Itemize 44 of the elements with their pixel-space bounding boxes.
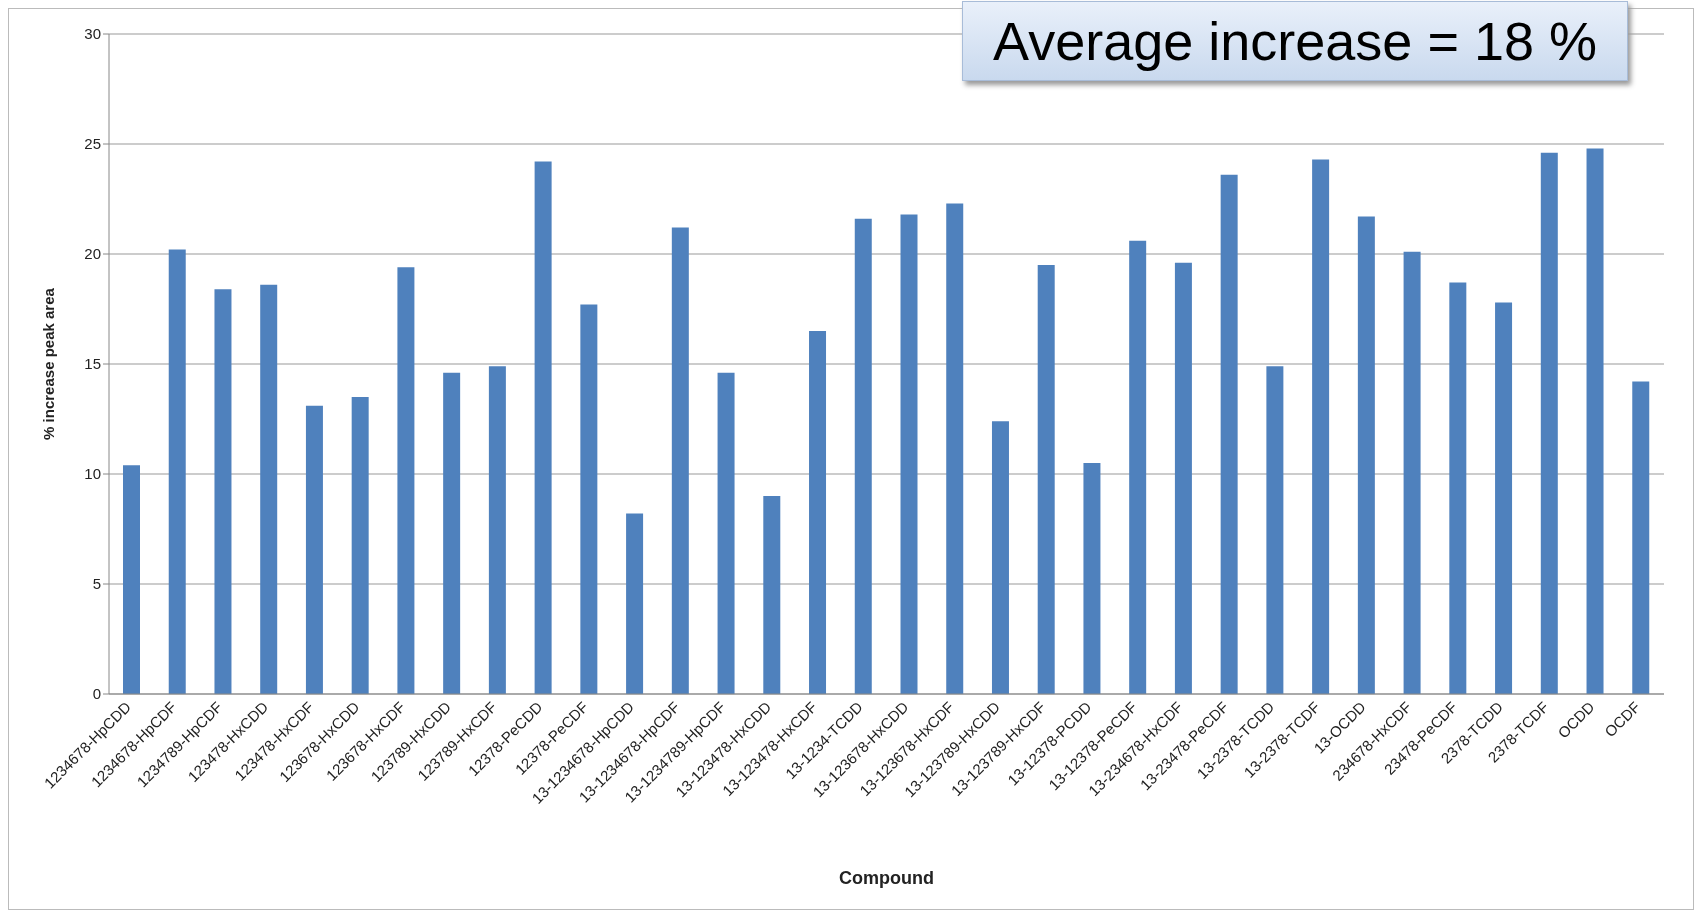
- bar: [1083, 463, 1101, 694]
- bar: [1403, 251, 1421, 694]
- y-tick-label: 30: [84, 25, 101, 43]
- bar: [351, 397, 369, 694]
- bar: [854, 218, 872, 694]
- bar: [443, 372, 461, 694]
- bar: [1586, 148, 1604, 694]
- bar: [717, 372, 735, 694]
- bar: [305, 405, 323, 694]
- bar: [1174, 262, 1192, 694]
- bar: [260, 284, 278, 694]
- annotation: Average increase = 18 %: [962, 1, 1628, 81]
- y-tick-label: 10: [84, 465, 101, 483]
- bar: [580, 304, 598, 694]
- y-axis-title: % increase peak area: [40, 287, 58, 440]
- bar: [626, 513, 644, 694]
- bar: [1449, 282, 1467, 694]
- bar: [1266, 366, 1284, 694]
- bar: [946, 203, 964, 694]
- bar: [1220, 174, 1238, 694]
- bar: [1495, 302, 1513, 694]
- bar: [900, 214, 918, 694]
- bar: [1312, 159, 1330, 694]
- bar: [534, 161, 552, 694]
- bar: [123, 465, 140, 694]
- y-tick-label: 25: [84, 135, 101, 153]
- bar: [671, 227, 689, 694]
- bar: [1632, 381, 1650, 694]
- bar: [168, 249, 186, 694]
- bar: [1129, 240, 1147, 694]
- bar: [488, 366, 506, 694]
- y-tick-label: 0: [92, 685, 101, 703]
- bar: [991, 421, 1009, 694]
- bar: [1037, 265, 1055, 694]
- bar: [214, 289, 232, 694]
- bar: [763, 496, 781, 694]
- bar: [1357, 216, 1375, 694]
- bar: [397, 267, 415, 694]
- y-tick-label: 15: [84, 355, 101, 373]
- y-tick-label: 20: [84, 245, 101, 263]
- bar: [1540, 152, 1558, 694]
- bar: [809, 331, 827, 694]
- x-axis-title: Compound: [839, 868, 934, 888]
- y-tick-label: 5: [92, 575, 101, 593]
